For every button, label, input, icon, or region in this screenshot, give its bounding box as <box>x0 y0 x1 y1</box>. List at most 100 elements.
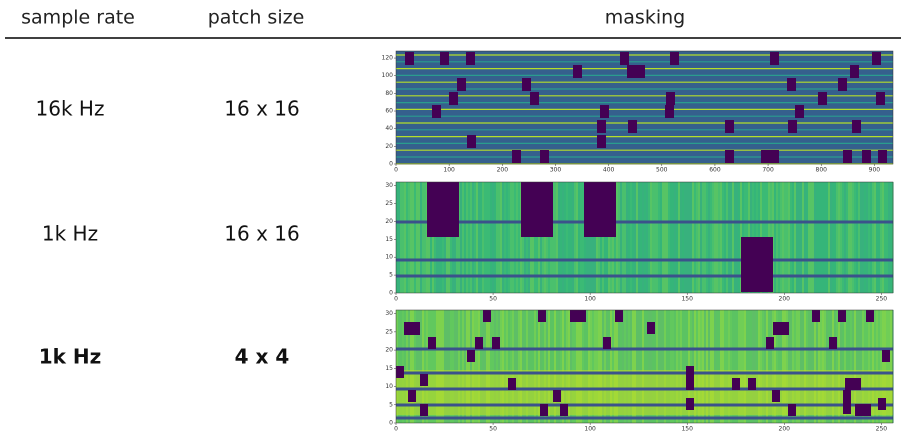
mask-patch <box>530 92 539 105</box>
mask-patch <box>475 337 483 349</box>
mask-patch <box>843 150 852 163</box>
mask-patch <box>862 150 871 163</box>
mask-patch <box>521 182 553 237</box>
mask-patch <box>647 322 655 334</box>
mask-patch <box>838 78 847 91</box>
mask-patch <box>570 310 586 322</box>
mask-patch <box>467 350 475 362</box>
y-tick-label: 30 <box>385 310 393 317</box>
y-tick-label: 30 <box>385 182 393 189</box>
mask-patch <box>467 135 476 148</box>
mask-patch <box>597 120 606 133</box>
mask-patch <box>838 310 846 322</box>
mask-patch <box>603 337 611 349</box>
mask-patch <box>405 52 414 65</box>
x-tick-label: 600 <box>709 167 721 174</box>
patch-size: 4 x 4 <box>235 345 290 369</box>
mask-patch <box>882 350 890 362</box>
mask-patch <box>457 78 466 91</box>
mask-patch <box>597 135 606 148</box>
mask-patch <box>522 78 531 91</box>
mask-patch <box>396 366 404 378</box>
x-tick-label: 100 <box>584 296 596 303</box>
mask-patch <box>404 322 420 335</box>
mask-patch <box>770 150 779 163</box>
y-tick-label: 5 <box>389 272 393 279</box>
header-cell: masking <box>605 7 685 29</box>
band <box>396 417 893 420</box>
sample-rate: 16k Hz <box>36 97 105 121</box>
mask-patch <box>766 337 774 349</box>
patch-size: 16 x 16 <box>224 97 299 121</box>
mask-patch <box>732 378 740 390</box>
mask-patch <box>843 390 851 414</box>
x-tick-label: 100 <box>584 426 596 432</box>
mask-patch <box>788 404 796 416</box>
header-cell: patch size <box>208 7 305 29</box>
mask-patch <box>878 150 887 163</box>
y-tick-label: 15 <box>385 236 393 243</box>
mask-patch <box>512 150 521 163</box>
band <box>396 259 893 262</box>
mask-patch <box>748 378 756 390</box>
x-tick-label: 250 <box>876 426 888 432</box>
mask-patch <box>829 337 837 349</box>
mask-patch <box>761 150 770 163</box>
y-tick-label: 5 <box>389 401 393 408</box>
mask-patch <box>818 92 827 105</box>
mask-patch <box>666 92 675 105</box>
x-tick-label: 200 <box>779 426 791 432</box>
mask-patch <box>540 404 548 416</box>
y-tick-label: 20 <box>385 143 393 150</box>
y-tick-label: 80 <box>385 90 393 97</box>
mask-patch <box>440 52 449 65</box>
table-figure: sample rate patch size masking 16k Hz 16 … <box>0 0 901 431</box>
mask-patch <box>553 390 561 402</box>
mask-patch <box>449 92 458 105</box>
x-tick-label: 200 <box>779 296 791 303</box>
header-cell: sample rate <box>21 7 135 29</box>
y-tick-label: 20 <box>385 347 393 354</box>
y-tick-label: 25 <box>385 200 393 207</box>
mask-patch <box>466 52 475 65</box>
y-tick-label: 40 <box>385 125 393 132</box>
mask-patch <box>508 378 516 390</box>
mask-patch <box>770 52 779 65</box>
mask-patch <box>686 366 694 390</box>
x-tick-label: 400 <box>603 167 615 174</box>
x-tick-label: 0 <box>394 426 398 432</box>
mask-patch <box>773 322 789 335</box>
y-tick-label: 60 <box>385 108 393 115</box>
mask-patch <box>573 65 582 78</box>
x-tick-label: 50 <box>489 296 497 303</box>
y-tick-label: 120 <box>382 55 394 62</box>
spectrogram <box>396 182 894 293</box>
x-tick-label: 300 <box>550 167 562 174</box>
mask-patch <box>852 120 861 133</box>
mask-patch <box>584 182 616 237</box>
x-tick-label: 250 <box>876 296 888 303</box>
band <box>396 221 893 224</box>
mask-patch <box>725 120 734 133</box>
y-tick-label: 25 <box>385 328 393 335</box>
mask-patch <box>772 390 780 402</box>
mask-patch <box>636 65 645 78</box>
y-tick-label: 0 <box>389 161 393 168</box>
mask-patch <box>788 120 797 133</box>
y-tick-label: 100 <box>382 72 394 79</box>
band <box>396 404 893 407</box>
mask-patch <box>665 105 674 118</box>
y-tick-label: 10 <box>385 383 393 390</box>
mask-patch <box>483 310 491 322</box>
patch-size: 16 x 16 <box>224 222 299 246</box>
sample-rate: 1k Hz <box>39 345 102 369</box>
mask-patch <box>627 65 636 78</box>
band <box>396 275 893 278</box>
mask-patch <box>845 378 861 390</box>
mask-patch <box>741 237 773 292</box>
spectrogram <box>396 310 894 423</box>
x-tick-label: 100 <box>443 167 455 174</box>
mask-patch <box>787 78 796 91</box>
mask-patch <box>876 92 885 105</box>
x-tick-label: 900 <box>869 167 881 174</box>
